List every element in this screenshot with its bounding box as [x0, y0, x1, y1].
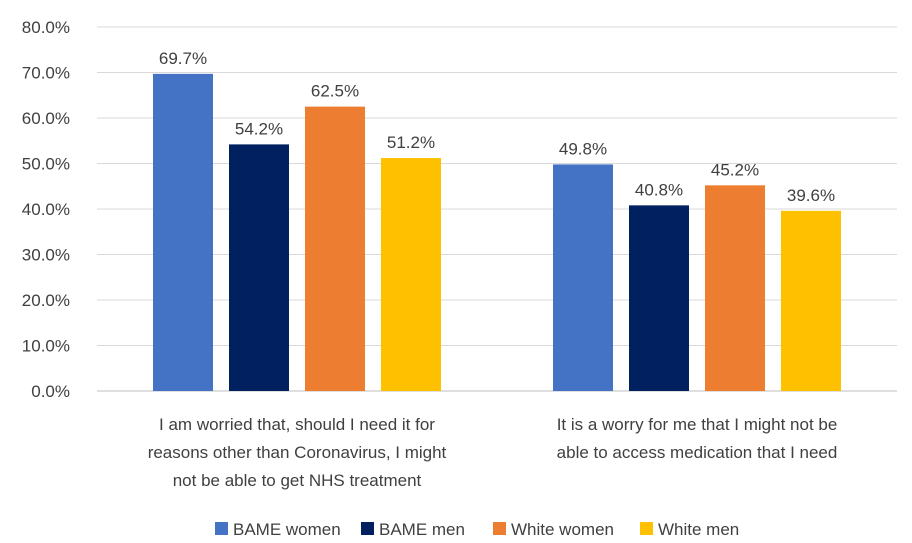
bars: [153, 73, 841, 392]
category-label: reasons other than Coronavirus, I might: [148, 443, 447, 462]
legend-label: White men: [658, 520, 739, 539]
y-tick-label: 30.0%: [22, 246, 70, 265]
data-label: 39.6%: [787, 186, 835, 205]
data-label: 40.8%: [635, 180, 683, 199]
y-axis-tick-labels: 0.0% 10.0% 20.0% 30.0% 40.0% 50.0% 60.0% 70.0% 8…: [22, 18, 70, 401]
bar: [381, 158, 441, 391]
data-label: 49.8%: [559, 139, 607, 158]
legend-label: BAME women: [233, 520, 341, 539]
data-labels: 69.7% 54.2% 62.5% 51.2% 49.8% 40.8% 45.2% 39.6%: [159, 49, 835, 205]
bar: [305, 106, 365, 391]
y-tick-label: 0.0%: [31, 382, 70, 401]
data-label: 45.2%: [711, 160, 759, 179]
gridlines: [97, 26, 897, 392]
bar: [705, 185, 765, 391]
legend-label: White women: [511, 520, 614, 539]
legend-swatch: [361, 522, 374, 535]
data-label: 54.2%: [235, 119, 283, 138]
y-tick-label: 10.0%: [22, 337, 70, 356]
bar: [781, 210, 841, 391]
y-tick-label: 40.0%: [22, 200, 70, 219]
y-tick-label: 20.0%: [22, 291, 70, 310]
y-tick-label: 70.0%: [22, 64, 70, 83]
category-label: I am worried that, should I need it for: [159, 415, 435, 434]
data-label: 51.2%: [387, 133, 435, 152]
data-label: 62.5%: [311, 82, 359, 101]
bar: [153, 73, 213, 392]
category-labels: I am worried that, should I need it for r…: [148, 415, 838, 490]
category-label: not be able to get NHS treatment: [173, 471, 422, 490]
legend: BAME women BAME men White women White men: [215, 520, 739, 539]
category-label: able to access medication that I need: [557, 443, 838, 462]
data-label: 69.7%: [159, 49, 207, 68]
y-tick-label: 50.0%: [22, 155, 70, 174]
bar: [553, 164, 613, 391]
legend-swatch: [215, 522, 228, 535]
y-tick-label: 80.0%: [22, 18, 70, 37]
bar: [229, 144, 289, 391]
category-label: It is a worry for me that I might not be: [557, 415, 838, 434]
legend-label: BAME men: [379, 520, 465, 539]
y-tick-label: 60.0%: [22, 109, 70, 128]
bar: [629, 205, 689, 391]
legend-swatch: [493, 522, 506, 535]
legend-swatch: [640, 522, 653, 535]
